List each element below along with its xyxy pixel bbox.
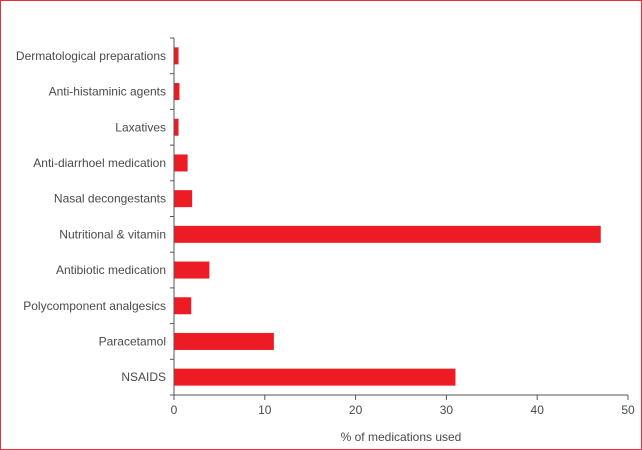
x-tick-label: 40 bbox=[531, 403, 545, 417]
bar-nutritional-vitamin bbox=[174, 225, 601, 243]
category-label: Anti-histaminic agents bbox=[49, 85, 166, 99]
bar-laxatives bbox=[174, 118, 179, 136]
bar-antibiotic-medication bbox=[174, 261, 210, 279]
category-label: NSAIDS bbox=[121, 370, 166, 384]
category-label: Paracetamol bbox=[99, 334, 166, 348]
x-tick-label: 0 bbox=[171, 403, 178, 417]
x-axis-ticks: 0 10 20 30 40 50 bbox=[171, 395, 635, 417]
bar-dermatological-preparations bbox=[174, 47, 179, 65]
x-tick-label: 30 bbox=[440, 403, 454, 417]
category-label: Nutritional & vitamin bbox=[59, 227, 166, 241]
x-tick-label: 10 bbox=[258, 403, 272, 417]
bar-nsaids bbox=[174, 368, 456, 386]
category-label: Dermatological preparations bbox=[16, 49, 166, 63]
bar-polycomponent-analgesics bbox=[174, 297, 192, 315]
category-label: Nasal decongestants bbox=[54, 192, 166, 206]
x-tick-label: 20 bbox=[349, 403, 363, 417]
bar-anti-diarrhoel-medication bbox=[174, 154, 188, 172]
category-label: Polycomponent analgesics bbox=[23, 299, 166, 313]
x-axis-title: % of medications used bbox=[341, 430, 462, 444]
bar-anti-histaminic-agents bbox=[174, 83, 180, 101]
y-axis-ticks bbox=[170, 37, 174, 396]
x-tick-label: 50 bbox=[621, 403, 635, 417]
category-label: Antibiotic medication bbox=[56, 263, 166, 277]
category-labels: Dermatological preparations Anti-histamin… bbox=[16, 49, 166, 384]
category-label: Laxatives bbox=[115, 120, 166, 134]
bar-paracetamol bbox=[174, 332, 274, 350]
bar-nasal-decongestants bbox=[174, 190, 193, 208]
category-label: Anti-diarrhoel medication bbox=[33, 156, 166, 170]
bars-group bbox=[174, 47, 601, 386]
